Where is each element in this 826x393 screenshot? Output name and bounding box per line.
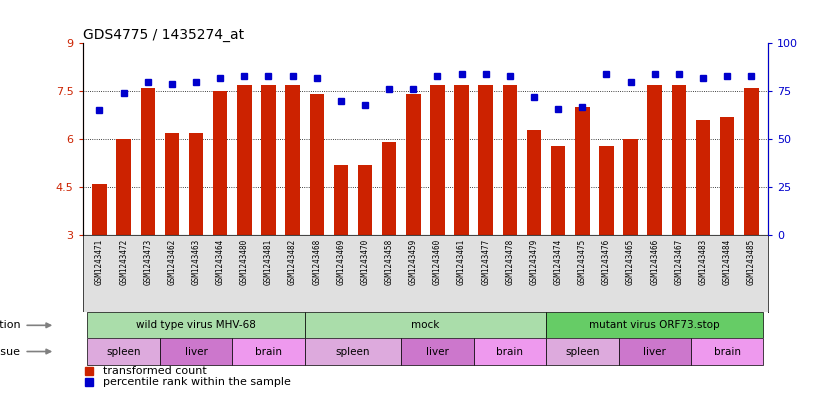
Text: GSM1243458: GSM1243458 (385, 239, 394, 285)
Bar (599, 146, 614, 235)
Text: GSM1243480: GSM1243480 (240, 239, 249, 285)
Text: GSM1243475: GSM1243475 (578, 239, 586, 285)
Text: GSM1243468: GSM1243468 (312, 239, 321, 285)
Bar (406, 94, 420, 235)
Text: brain: brain (496, 347, 524, 356)
Bar (88, 312, 305, 338)
Text: spleen: spleen (335, 347, 370, 356)
Text: GSM1243460: GSM1243460 (433, 239, 442, 285)
Text: GSM1243464: GSM1243464 (216, 239, 225, 285)
Bar (695, 120, 710, 235)
Bar (624, 139, 638, 235)
Text: infection: infection (0, 320, 21, 331)
Bar (140, 88, 155, 235)
Bar (261, 85, 276, 235)
Text: GSM1243472: GSM1243472 (119, 239, 128, 285)
Bar (310, 94, 324, 235)
Bar (358, 165, 373, 235)
Bar (527, 130, 541, 235)
Bar (546, 312, 763, 338)
Bar (285, 85, 300, 235)
Bar (213, 91, 227, 235)
Bar (720, 117, 734, 235)
Bar (88, 338, 160, 365)
Text: GSM1243470: GSM1243470 (360, 239, 369, 285)
Bar (619, 338, 691, 365)
Bar (189, 133, 203, 235)
Bar (164, 133, 179, 235)
Bar (382, 143, 396, 235)
Text: GSM1243461: GSM1243461 (457, 239, 466, 285)
Text: GSM1243463: GSM1243463 (192, 239, 201, 285)
Text: GSM1243481: GSM1243481 (264, 239, 273, 285)
Text: liver: liver (643, 347, 666, 356)
Bar (551, 146, 566, 235)
Bar (116, 139, 131, 235)
Text: GSM1243482: GSM1243482 (288, 239, 297, 285)
Bar (546, 338, 619, 365)
Bar (691, 338, 763, 365)
Bar (93, 184, 107, 235)
Text: GSM1243479: GSM1243479 (529, 239, 539, 285)
Text: GSM1243469: GSM1243469 (336, 239, 345, 285)
Text: GSM1243483: GSM1243483 (699, 239, 708, 285)
Text: spleen: spleen (565, 347, 600, 356)
Bar (305, 338, 401, 365)
Bar (454, 85, 469, 235)
Bar (503, 85, 517, 235)
Text: GSM1243477: GSM1243477 (482, 239, 491, 285)
Text: GSM1243473: GSM1243473 (143, 239, 152, 285)
Bar (430, 85, 444, 235)
Text: brain: brain (714, 347, 741, 356)
Text: GSM1243474: GSM1243474 (553, 239, 563, 285)
Bar (334, 165, 348, 235)
Bar (744, 88, 758, 235)
Bar (648, 85, 662, 235)
Bar (473, 338, 546, 365)
Bar (160, 338, 232, 365)
Text: spleen: spleen (107, 347, 141, 356)
Text: liver: liver (426, 347, 449, 356)
Bar (237, 85, 252, 235)
Text: GDS4775 / 1435274_at: GDS4775 / 1435274_at (83, 28, 244, 42)
Text: GSM1243465: GSM1243465 (626, 239, 635, 285)
Bar (401, 338, 473, 365)
Text: transformed count: transformed count (103, 366, 207, 376)
Text: GSM1243462: GSM1243462 (168, 239, 177, 285)
Text: GSM1243471: GSM1243471 (95, 239, 104, 285)
Bar (232, 338, 305, 365)
Text: wild type virus MHV-68: wild type virus MHV-68 (136, 320, 256, 331)
Text: liver: liver (185, 347, 207, 356)
Text: GSM1243466: GSM1243466 (650, 239, 659, 285)
Text: GSM1243476: GSM1243476 (602, 239, 611, 285)
Bar (672, 85, 686, 235)
Text: tissue: tissue (0, 347, 21, 356)
Bar (478, 85, 493, 235)
Text: mutant virus ORF73.stop: mutant virus ORF73.stop (590, 320, 720, 331)
Text: percentile rank within the sample: percentile rank within the sample (103, 377, 291, 387)
Text: GSM1243484: GSM1243484 (723, 239, 732, 285)
Bar (305, 312, 546, 338)
Text: brain: brain (255, 347, 282, 356)
Text: GSM1243459: GSM1243459 (409, 239, 418, 285)
Bar (575, 107, 590, 235)
Text: mock: mock (411, 320, 439, 331)
Text: GSM1243485: GSM1243485 (747, 239, 756, 285)
Text: GSM1243478: GSM1243478 (506, 239, 515, 285)
Text: GSM1243467: GSM1243467 (674, 239, 683, 285)
